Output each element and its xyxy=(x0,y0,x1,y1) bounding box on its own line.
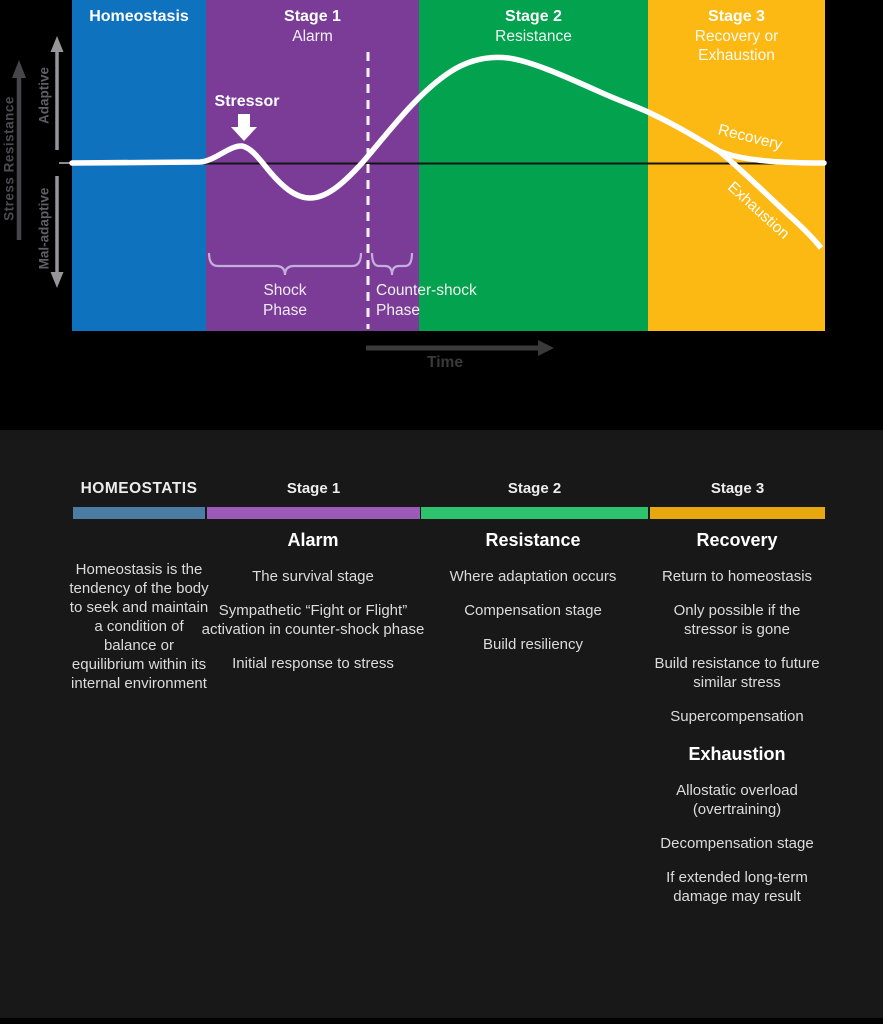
exhaustion-heading: Exhaustion xyxy=(688,744,786,765)
column-header-stage2: Stage 2 xyxy=(507,480,562,497)
recovery-point: Supercompensation xyxy=(670,708,804,726)
band-stage3-recovery-exhaustion: Stage 3 Recovery or Exhaustion xyxy=(648,0,825,331)
maladaptive-arrow-icon xyxy=(50,176,64,288)
stage2-color-bar xyxy=(421,507,648,519)
resistance-point: Where adaptation occurs xyxy=(449,568,617,585)
column-stage1-alarm: Alarm The survival stage Sympathetic “Fi… xyxy=(201,530,425,688)
alarm-heading: Alarm xyxy=(287,530,339,550)
shock-phase-label: Shock Phase xyxy=(263,282,307,320)
band-subtitle: Alarm xyxy=(292,28,333,46)
exhaustion-point: Decompensation stage xyxy=(660,835,814,853)
adaptive-arrow-icon xyxy=(50,36,64,150)
column-stage3-recovery-exhaustion: Recovery Return to homeostasis Only poss… xyxy=(647,530,827,922)
y-axis-label: Stress Resistance xyxy=(1,96,17,221)
stage3-color-bar xyxy=(650,507,825,519)
stressor-label: Stressor xyxy=(214,93,280,110)
alarm-point: Initial response to stress xyxy=(232,655,394,673)
band-title: Stage 1 xyxy=(284,8,341,25)
resistance-point: Compensation stage xyxy=(464,602,602,620)
recovery-heading: Recovery xyxy=(696,530,778,550)
recovery-point: Return to homeostasis xyxy=(661,568,813,585)
recovery-point: Build resistance to future similar stres… xyxy=(654,655,820,692)
maladaptive-label: Mal-adaptive xyxy=(36,187,52,270)
band-subtitle: Recovery or Exhaustion xyxy=(694,28,779,64)
exhaustion-point: Allostatic overload (overtraining) xyxy=(676,782,798,819)
x-axis-label: Time xyxy=(427,354,463,371)
band-homeostasis-title: Homeostasis xyxy=(72,8,206,26)
exhaustion-point: If extended long-term damage may result xyxy=(666,869,808,906)
band-title: Stage 3 xyxy=(708,8,765,25)
column-header-stage1: Stage 1 xyxy=(286,480,341,497)
column-header-stage3: Stage 3 xyxy=(710,480,765,497)
resistance-heading: Resistance xyxy=(485,530,581,550)
homeostasis-color-bar xyxy=(73,507,205,519)
column-stage2-resistance: Resistance Where adaptation occurs Compe… xyxy=(423,530,643,669)
band-stage2-title: Stage 2 Resistance xyxy=(419,8,648,47)
countershock-phase-label: Counter-shock Phase xyxy=(376,282,477,320)
stage1-color-bar xyxy=(207,507,420,519)
adaptive-label: Adaptive xyxy=(36,67,52,125)
column-homeostasis: Homeostasis is the tendency of the body … xyxy=(69,560,209,708)
alarm-point: Sympathetic “Fight or Flight” activation… xyxy=(201,602,425,639)
band-subtitle: Resistance xyxy=(495,28,572,46)
column-header-homeostasis: HOMEOSTATIS xyxy=(80,480,198,497)
band-title: Stage 2 xyxy=(505,8,562,25)
summary-panel: HOMEOSTATIS Stage 1 Stage 2 Stage 3 Home… xyxy=(0,430,883,1018)
alarm-point: The survival stage xyxy=(252,568,374,585)
recovery-point: Only possible if the stressor is gone xyxy=(673,602,801,639)
band-stage3-title: Stage 3 Recovery or Exhaustion xyxy=(648,8,825,65)
resistance-point: Build resiliency xyxy=(482,636,584,654)
band-stage1-title: Stage 1 Alarm xyxy=(206,8,419,47)
homeostasis-definition: Homeostasis is the tendency of the body … xyxy=(69,561,209,693)
stress-response-chart: Homeostasis Stage 1 Alarm Stage 2 Resist… xyxy=(0,0,883,430)
band-homeostasis: Homeostasis xyxy=(72,0,206,331)
band-title: Homeostasis xyxy=(89,8,189,25)
